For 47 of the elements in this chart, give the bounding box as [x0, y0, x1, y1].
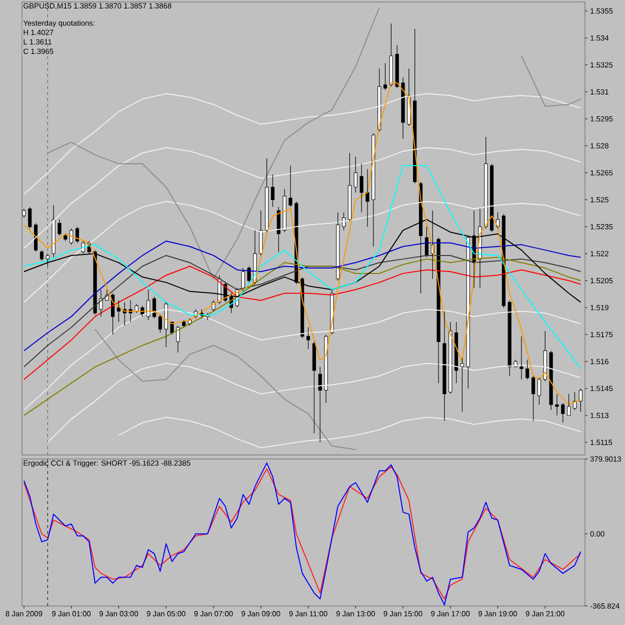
line-series — [23, 165, 582, 370]
candlestick — [64, 234, 68, 242]
candlestick — [549, 350, 553, 410]
candlestick — [555, 394, 559, 416]
candlestick — [508, 300, 512, 376]
candlestick — [348, 152, 352, 222]
candlestick — [526, 359, 530, 380]
candlestick — [312, 341, 316, 434]
candlestick — [22, 208, 26, 218]
candlestick — [324, 334, 328, 404]
candlestick — [424, 226, 428, 258]
candlestick — [484, 136, 488, 229]
candlestick — [531, 376, 536, 422]
candlestick — [578, 388, 582, 412]
candlestick — [354, 156, 358, 193]
candlestick — [383, 62, 388, 90]
candlestick — [448, 322, 452, 394]
candlestick — [270, 174, 274, 208]
candlestick — [460, 358, 464, 412]
candlestick — [336, 212, 340, 281]
candlestick — [306, 327, 310, 350]
line-series — [23, 266, 582, 380]
candlestick — [176, 325, 180, 353]
candlestick — [366, 168, 370, 228]
line-series — [94, 328, 356, 450]
candlestick — [264, 158, 269, 232]
candlestick — [58, 219, 62, 236]
candlestick — [561, 402, 565, 423]
candlestick — [276, 206, 280, 252]
candlestick — [442, 310, 446, 422]
candlestick — [164, 302, 168, 348]
candlestick — [537, 377, 541, 405]
candlestick — [99, 289, 103, 317]
candlestick — [134, 304, 138, 314]
candlestick — [52, 204, 56, 258]
candlestick — [401, 77, 405, 139]
candlestick — [282, 188, 286, 232]
candlestick — [288, 165, 292, 208]
candlestick — [395, 44, 399, 89]
candlestick — [389, 23, 393, 87]
candlestick — [318, 366, 322, 443]
candlestick — [567, 394, 571, 416]
candlestick — [259, 210, 263, 256]
candlestick — [247, 266, 251, 283]
candlestick — [116, 300, 121, 322]
candlestick — [520, 336, 524, 380]
candlestick — [360, 163, 364, 213]
